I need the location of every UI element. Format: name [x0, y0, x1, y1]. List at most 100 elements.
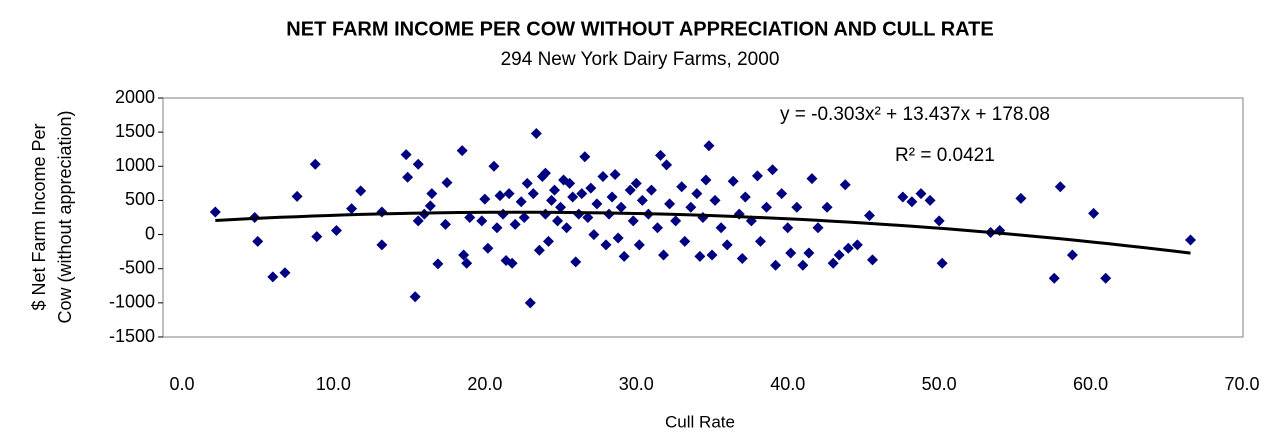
- point: [615, 201, 627, 213]
- point: [761, 201, 773, 213]
- point: [706, 249, 718, 261]
- point: [655, 149, 667, 161]
- point: [545, 194, 557, 206]
- point: [503, 188, 515, 200]
- point: [491, 222, 503, 234]
- point: [579, 151, 591, 163]
- point: [727, 175, 739, 187]
- point: [697, 212, 709, 223]
- point: [751, 170, 763, 182]
- point: [441, 177, 453, 189]
- point: [670, 215, 682, 227]
- point: [812, 222, 824, 234]
- x-tick-label: 60.0: [1073, 374, 1108, 394]
- point: [521, 177, 533, 189]
- point: [636, 194, 648, 206]
- x-axis-label: Cull Rate: [665, 412, 735, 431]
- point: [591, 198, 603, 210]
- point: [555, 201, 567, 213]
- point: [402, 171, 414, 183]
- point: [542, 235, 554, 247]
- point: [509, 218, 521, 230]
- point: [624, 184, 636, 196]
- point: [709, 194, 721, 206]
- point: [618, 250, 630, 262]
- point: [633, 239, 645, 251]
- y-tick-label: 500: [125, 189, 155, 209]
- point: [527, 188, 539, 200]
- point: [497, 208, 509, 220]
- x-tick-label: 0.0: [169, 374, 194, 394]
- point: [645, 184, 657, 196]
- point: [309, 158, 321, 170]
- point: [658, 249, 670, 261]
- point: [782, 222, 794, 234]
- point: [1054, 181, 1066, 193]
- point: [426, 188, 438, 200]
- point: [1015, 192, 1027, 204]
- point: [524, 297, 536, 309]
- point: [803, 247, 815, 259]
- point: [936, 257, 948, 269]
- point: [482, 242, 494, 254]
- point: [479, 193, 491, 205]
- point: [409, 291, 421, 303]
- point: [530, 128, 542, 140]
- point: [355, 185, 367, 197]
- point: [400, 149, 412, 161]
- x-tick-label: 70.0: [1224, 374, 1259, 394]
- point: [715, 222, 727, 234]
- point: [833, 249, 845, 261]
- point: [842, 242, 854, 254]
- point: [564, 177, 576, 189]
- point: [464, 212, 476, 223]
- y-axis-label-line: Cow (without appreciation): [55, 110, 75, 323]
- point: [700, 174, 712, 186]
- y-tick-label: 0: [145, 223, 155, 243]
- point: [539, 208, 551, 220]
- point: [863, 209, 875, 221]
- point: [806, 173, 818, 185]
- y-tick-label: 1000: [115, 155, 155, 175]
- point: [412, 215, 424, 227]
- point: [770, 259, 782, 271]
- point: [1185, 234, 1197, 246]
- point: [685, 201, 697, 213]
- y-tick-label: -1000: [109, 292, 155, 312]
- point: [330, 224, 342, 236]
- point: [627, 215, 639, 227]
- point: [600, 239, 612, 251]
- point: [506, 257, 518, 269]
- y-axis-label-line: $ Net Farm Income Per: [29, 123, 49, 310]
- point: [721, 239, 733, 251]
- chart-title: NET FARM INCOME PER COW WITHOUT APPRECIA…: [286, 18, 993, 40]
- point: [582, 212, 594, 223]
- point: [906, 196, 918, 208]
- point: [267, 271, 279, 283]
- point: [797, 259, 809, 271]
- point: [739, 191, 751, 203]
- plot-frame: [162, 97, 1244, 338]
- x-tick-label: 50.0: [922, 374, 957, 394]
- point: [933, 215, 945, 227]
- point: [767, 164, 779, 176]
- point: [661, 159, 673, 171]
- point: [494, 190, 506, 202]
- point: [252, 235, 264, 247]
- point: [630, 177, 642, 189]
- point: [533, 244, 545, 256]
- point: [209, 206, 221, 218]
- point: [839, 179, 851, 191]
- y-tick-label: -500: [119, 257, 155, 277]
- point: [791, 201, 803, 213]
- point: [1066, 249, 1078, 261]
- point: [606, 191, 618, 203]
- y-tick-label: 1500: [115, 121, 155, 141]
- point: [476, 215, 488, 227]
- point: [561, 222, 573, 234]
- point: [552, 215, 564, 227]
- point: [461, 257, 473, 269]
- point: [827, 257, 839, 269]
- point: [311, 231, 323, 243]
